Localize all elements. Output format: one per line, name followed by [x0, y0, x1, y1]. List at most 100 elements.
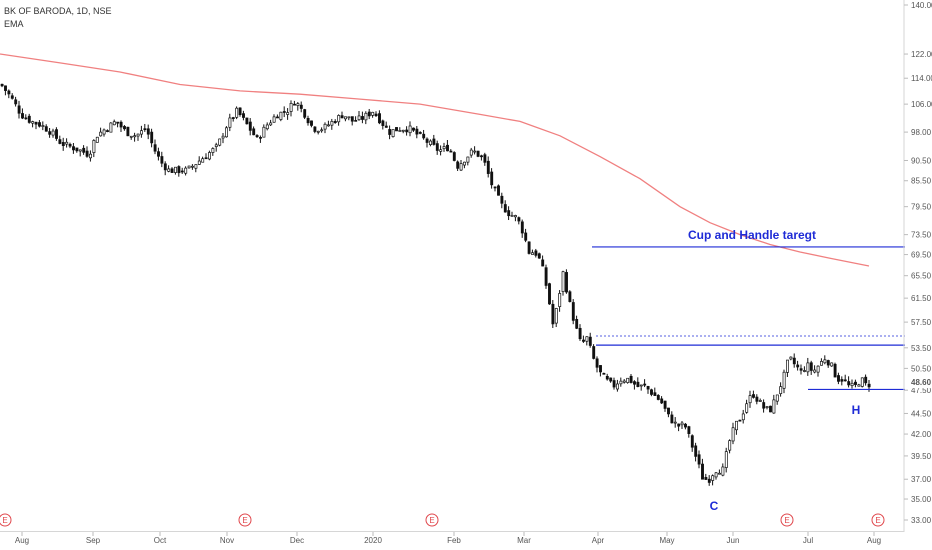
candle [27, 113, 31, 124]
candle [78, 149, 82, 157]
candle [449, 149, 453, 153]
indicator-label: EMA [4, 19, 24, 29]
candle [218, 138, 222, 147]
x-tick-label: Aug [867, 536, 881, 545]
candle [786, 359, 789, 377]
candle [697, 450, 701, 469]
y-tick-label: 57.50 [911, 318, 932, 327]
candle [571, 299, 575, 325]
candle [99, 127, 103, 137]
candle [85, 146, 89, 158]
candle [507, 206, 511, 221]
candle [639, 384, 643, 391]
candle [197, 156, 201, 165]
candle [690, 434, 694, 452]
candle [48, 127, 52, 138]
annotations-group: Cup and Handle taregt C H [688, 228, 860, 513]
y-tick-label: 33.00 [911, 516, 932, 525]
candle [850, 379, 854, 389]
earnings-marker[interactable]: E [780, 513, 794, 527]
candle [401, 129, 405, 134]
candle [792, 353, 796, 368]
candle [568, 290, 572, 303]
candle [758, 398, 762, 402]
candle [282, 106, 286, 118]
candle [667, 407, 670, 418]
candle [388, 125, 392, 140]
candle [775, 394, 779, 405]
candle [347, 116, 351, 121]
candle [653, 387, 657, 396]
price-axis[interactable]: 140.00 122.00 114.00 106.00 98.00 90.50 85.50 7… [904, 1, 932, 525]
candle [126, 126, 130, 137]
candle [374, 111, 378, 117]
candle [89, 150, 92, 162]
candle [55, 127, 58, 141]
candle [75, 147, 79, 153]
candle [809, 360, 813, 375]
candle [626, 377, 630, 384]
candle [537, 252, 541, 259]
candle [660, 396, 664, 404]
candle [765, 406, 769, 410]
candle [381, 119, 385, 130]
candle [41, 121, 45, 131]
earnings-marker[interactable]: E [238, 513, 252, 527]
y-tick-label: 114.00 [911, 74, 932, 83]
candle [503, 200, 507, 213]
earnings-marker[interactable]: E [871, 513, 885, 527]
candle [4, 85, 7, 96]
candle [466, 156, 470, 166]
candle [225, 126, 228, 138]
chart-legend: BK OF BARODA, 1D, NSE EMA [4, 5, 112, 31]
candle [245, 117, 249, 125]
candle [340, 111, 344, 119]
candle [622, 379, 626, 384]
candle [663, 400, 667, 412]
candle [554, 307, 558, 328]
candle [493, 186, 497, 192]
candle [694, 442, 698, 462]
candle [486, 156, 490, 178]
candle [609, 377, 613, 383]
earnings-marker[interactable]: E [425, 513, 439, 527]
earnings-marker[interactable]: E [0, 513, 12, 527]
candle [728, 439, 732, 454]
svg-text:E: E [429, 516, 434, 525]
candle [378, 110, 381, 125]
candle [755, 394, 759, 405]
candle [476, 150, 480, 158]
candle [303, 108, 307, 120]
candle [463, 161, 466, 169]
y-tick-label: 53.50 [911, 344, 932, 353]
candle [619, 377, 623, 387]
candle [248, 118, 252, 136]
candle [687, 425, 691, 438]
candle [769, 405, 772, 413]
candle [864, 374, 868, 386]
candle [364, 111, 368, 125]
candle [306, 115, 310, 126]
candle [816, 365, 820, 377]
y-tick-label: 44.50 [911, 409, 932, 418]
y-tick-label: 79.50 [911, 203, 932, 212]
candle [867, 380, 871, 392]
y-tick-label: 122.00 [911, 50, 932, 59]
candle [418, 131, 422, 135]
candle [221, 133, 225, 144]
candle [180, 167, 184, 174]
time-axis[interactable]: Aug Sep Oct Nov Dec 2020 Feb Mar Apr May Jun Jul Aug [15, 532, 881, 545]
candle [327, 120, 330, 127]
y-tick-label: 106.00 [911, 100, 932, 109]
symbol-label: BK OF BARODA, 1D, NSE [4, 6, 112, 16]
svg-text:E: E [875, 516, 880, 525]
candle [745, 399, 749, 414]
candle [833, 362, 837, 378]
y-tick-label: 47.50 [911, 386, 932, 395]
candle [520, 219, 524, 238]
candle [524, 228, 528, 243]
candle [820, 358, 823, 366]
candle [633, 380, 636, 390]
candle [140, 125, 143, 138]
